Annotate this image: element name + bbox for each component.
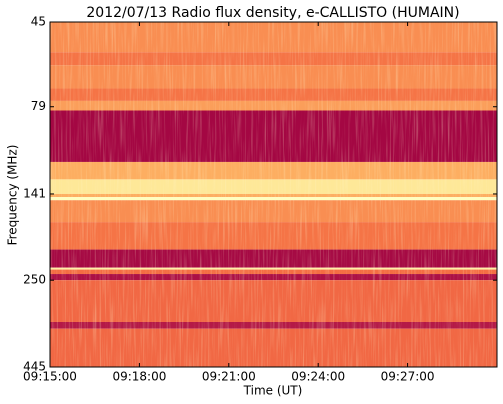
y-tick-label: 45: [31, 15, 46, 29]
chart-title: 2012/07/13 Radio flux density, e-CALLIST…: [86, 5, 459, 21]
y-axis-label: Frequency (MHz): [6, 145, 20, 246]
texture: [50, 22, 497, 367]
y-tick-label: 250: [23, 273, 46, 287]
x-tick-label: 09:18:00: [112, 370, 166, 384]
plot-frame: [49, 21, 498, 368]
x-axis-label: Time (UT): [243, 384, 303, 398]
x-tick-label: 09:21:00: [202, 370, 256, 384]
y-tick-label: 79: [31, 99, 46, 113]
x-tick-label: 09:24:00: [291, 370, 345, 384]
y-tick-label: 141: [23, 186, 46, 200]
x-tick-label: 09:15:00: [23, 370, 77, 384]
y-tick-label: 445: [23, 360, 46, 374]
x-tick-label: 09:27:00: [381, 370, 435, 384]
